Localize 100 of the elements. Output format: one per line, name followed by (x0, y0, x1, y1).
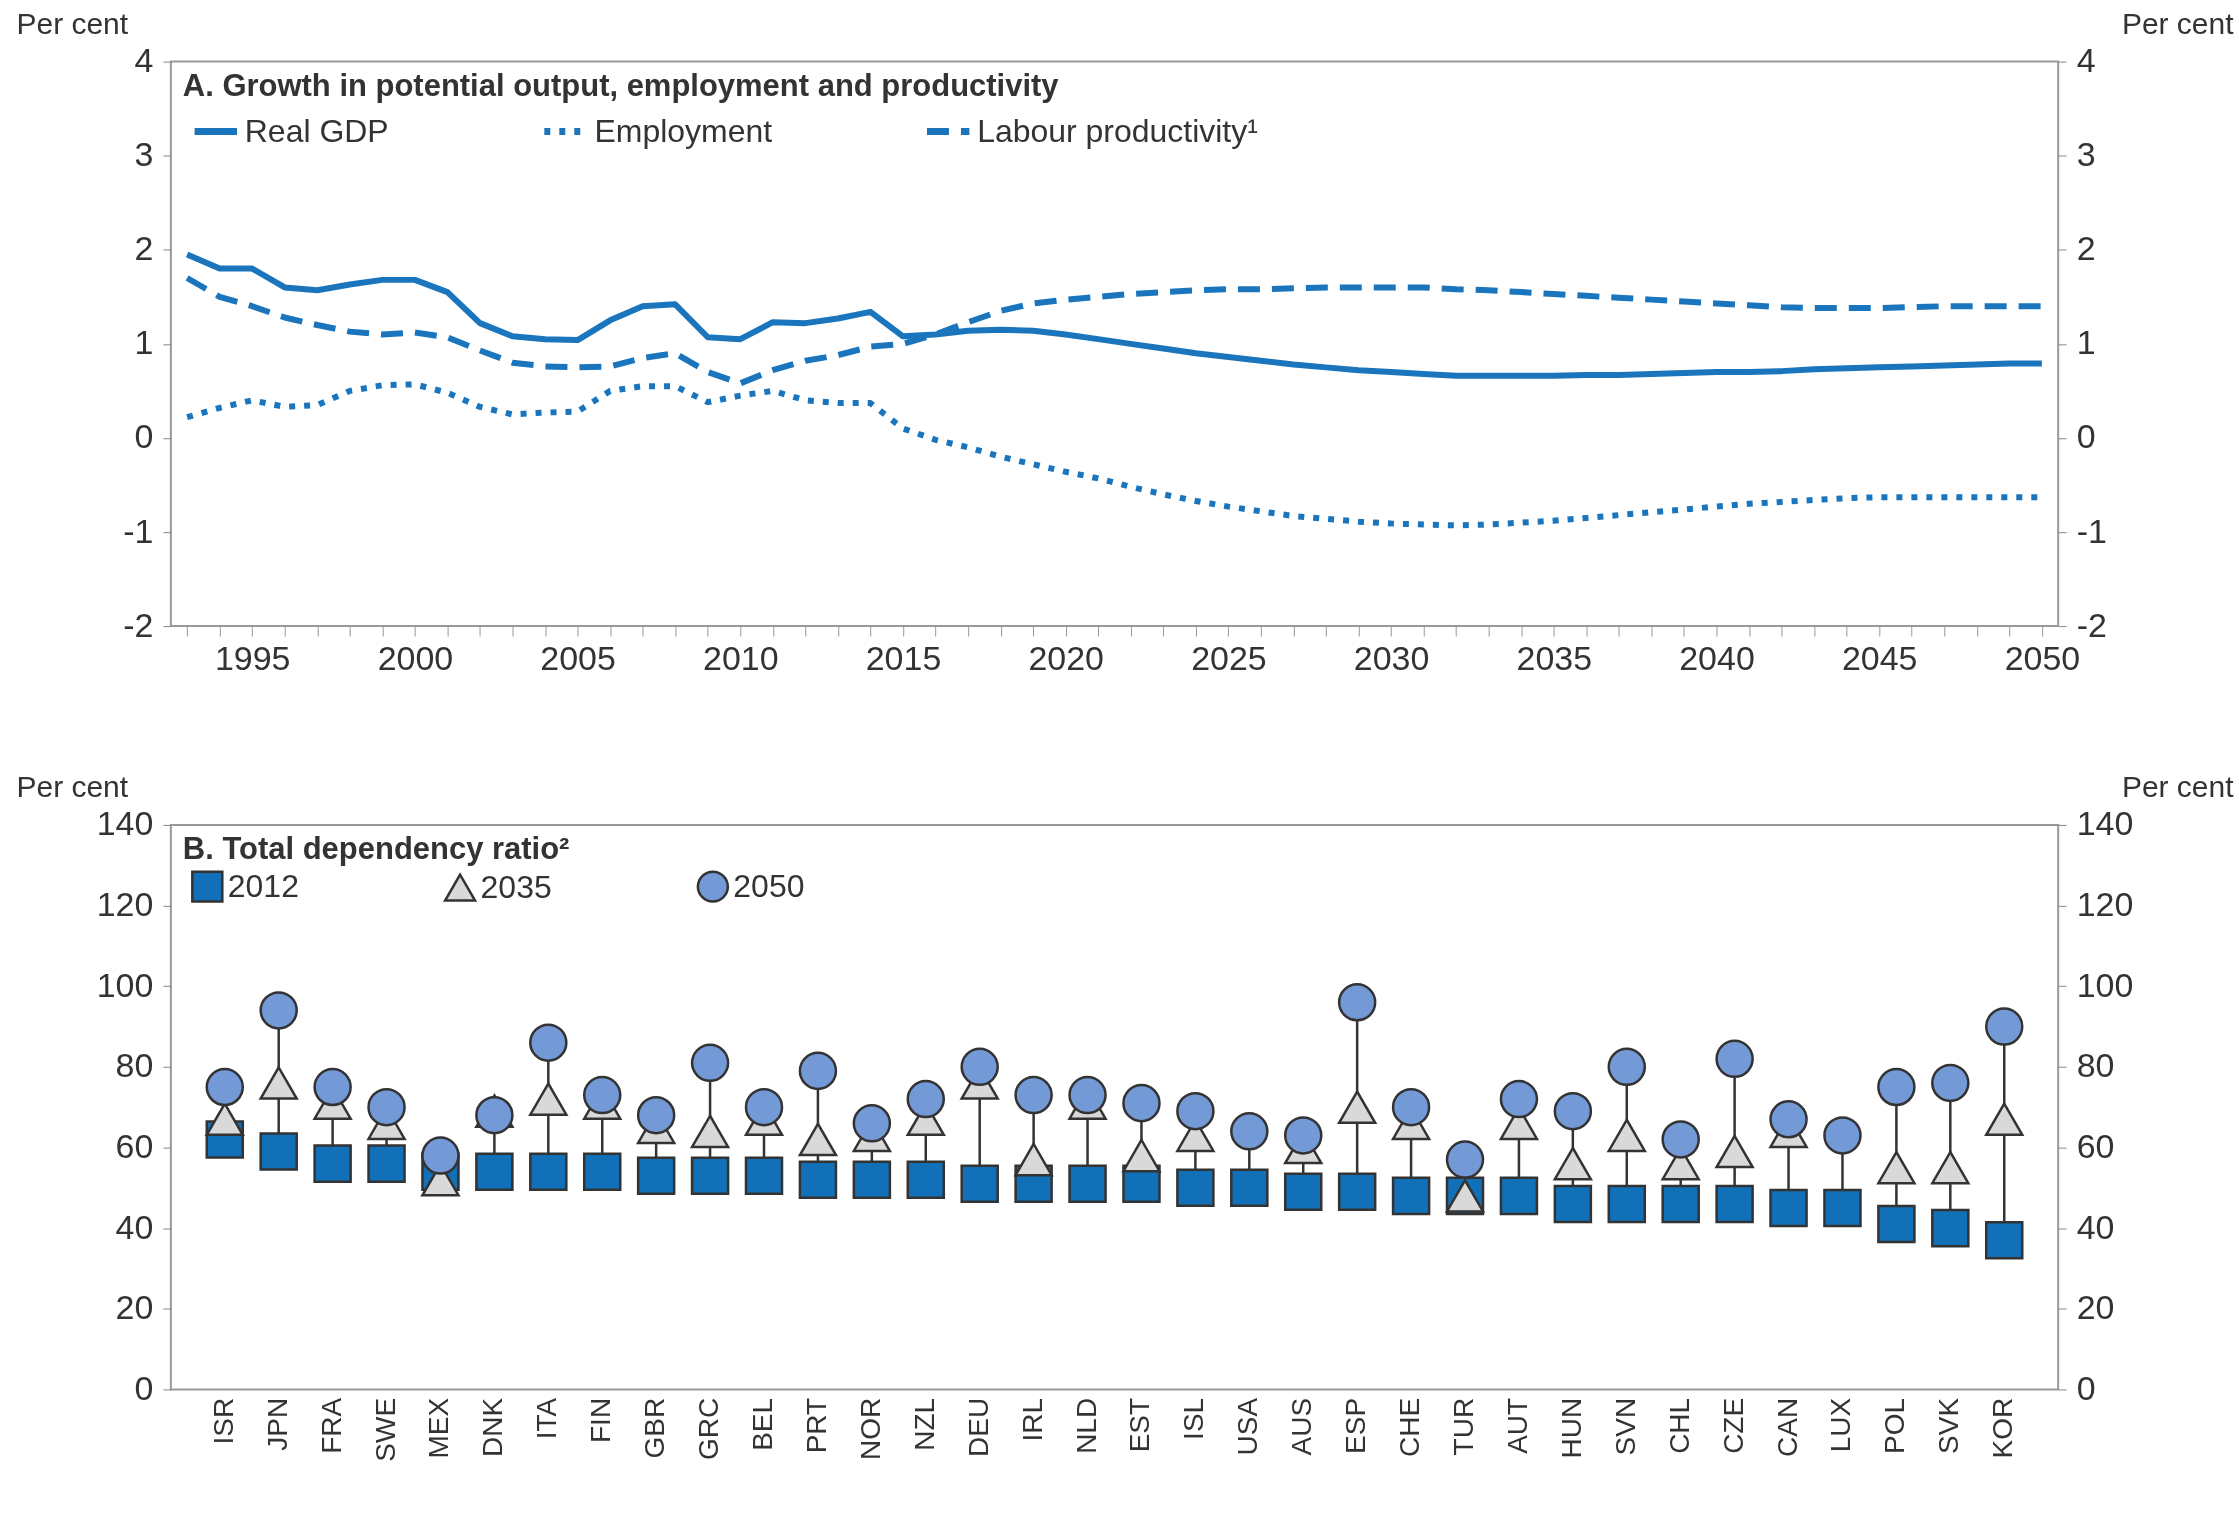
point (690, 1156, 730, 1195)
y2-axis-title: Per cent (2121, 7, 2235, 41)
x-tick-label: SVN (1609, 1397, 1641, 1456)
point (1877, 1067, 1916, 1107)
point (582, 1075, 622, 1115)
point (529, 1023, 568, 1062)
x-tick-label: JPN (261, 1397, 293, 1451)
point (636, 1156, 676, 1195)
x-tick-label: MEX (423, 1397, 455, 1459)
point (1337, 983, 1377, 1022)
x-tick-label: 2020 (1028, 638, 1104, 677)
y-tick-label: 0 (134, 417, 154, 456)
y-tick-label: 3 (134, 135, 154, 174)
x-tick-label: 2035 (1516, 638, 1593, 677)
y-tick-label: -2 (123, 605, 154, 644)
y2-tick-label: 0 (2076, 1368, 2096, 1407)
x-tick-label: FRA (315, 1397, 347, 1454)
point (1984, 1007, 2024, 1046)
point (1769, 1188, 1808, 1228)
x-tick-label: 2025 (1191, 638, 1267, 677)
x-tick-label: NLD (1070, 1397, 1102, 1454)
point (852, 1160, 892, 1200)
point (906, 1160, 946, 1200)
legend-label: Employment (594, 112, 773, 149)
point (367, 1144, 406, 1183)
x-tick-label: DNK (477, 1397, 509, 1457)
point (259, 1132, 298, 1171)
x-tick-label: POL (1879, 1397, 1911, 1454)
y-tick-label: 60 (115, 1126, 154, 1165)
x-tick-label: USA (1232, 1397, 1264, 1456)
point (636, 1096, 676, 1135)
x-tick-label: EST (1124, 1397, 1156, 1453)
y-axis-title: Per cent (16, 7, 129, 41)
y2-tick-label: 0 (2076, 417, 2096, 456)
x-tick-label: ITA (531, 1397, 563, 1440)
point (1553, 1146, 1593, 1181)
y2-tick-label: 2 (2076, 229, 2096, 268)
x-tick-label: FIN (585, 1397, 617, 1443)
chart-title: B. Total dependency ratio² (182, 830, 570, 866)
y2-tick-label: 80 (2076, 1046, 2115, 1085)
x-tick-label: NOR (854, 1397, 886, 1461)
point (582, 1152, 622, 1191)
point (1984, 1220, 2024, 1260)
x-tick-label: 2040 (1679, 638, 1755, 677)
y2-tick-label: 3 (2076, 135, 2096, 174)
point (798, 1051, 838, 1091)
chart-title: A. Growth in potential output, employment and productivity (182, 67, 1060, 103)
point (475, 1096, 514, 1135)
x-tick-label: 2000 (377, 638, 454, 677)
point (1931, 1150, 1970, 1185)
point (1931, 1063, 1970, 1103)
point (1553, 1091, 1593, 1131)
x-tick-label: AUT (1501, 1397, 1533, 1454)
x-tick-label: CHE (1394, 1397, 1426, 1457)
legend-label: 2012 (227, 867, 299, 904)
y-tick-label: 40 (115, 1207, 154, 1246)
x-tick-label: 1995 (214, 638, 291, 677)
y2-tick-label: -1 (2076, 511, 2107, 550)
point (259, 991, 298, 1030)
point (1230, 1112, 1269, 1151)
point (1391, 1087, 1431, 1127)
point (744, 1087, 784, 1127)
point (205, 1067, 245, 1107)
x-tick-label: KOR (1987, 1397, 2019, 1459)
point (1014, 1075, 1053, 1115)
point (1337, 1090, 1377, 1125)
legend-label: 2035 (480, 868, 552, 905)
point (1014, 1142, 1053, 1177)
point (1607, 1184, 1647, 1224)
point (529, 1152, 568, 1191)
x-tick-label: AUS (1286, 1397, 1318, 1456)
x-tick-label: LUX (1825, 1397, 1857, 1453)
x-tick-label: DEU (962, 1397, 994, 1457)
point (1499, 1176, 1539, 1216)
point (1877, 1150, 1916, 1185)
point (798, 1122, 838, 1157)
x-tick-label: 2045 (1841, 638, 1918, 677)
point (259, 1066, 298, 1100)
point (1715, 1134, 1754, 1169)
point (690, 1114, 730, 1149)
point (1391, 1176, 1431, 1216)
y2-tick-label: 60 (2076, 1126, 2115, 1165)
x-tick-label: TUR (1448, 1397, 1479, 1456)
point (744, 1156, 784, 1195)
point (852, 1104, 892, 1143)
point (421, 1136, 460, 1175)
x-tick-label: 2005 (540, 638, 616, 677)
x-tick-label: ISR (207, 1397, 239, 1445)
point (1122, 1083, 1161, 1123)
y2-axis-title: Per cent (2121, 770, 2235, 804)
point (1230, 1168, 1269, 1208)
y-tick-label: 100 (96, 965, 154, 1004)
y-tick-label: 20 (115, 1288, 154, 1327)
point (906, 1079, 946, 1119)
y-tick-label: 120 (96, 885, 154, 924)
y2-tick-label: 140 (2076, 804, 2134, 843)
point (1337, 1172, 1377, 1212)
point (1984, 1102, 2024, 1137)
y2-tick-label: 100 (2076, 965, 2134, 1004)
point (960, 1164, 999, 1204)
